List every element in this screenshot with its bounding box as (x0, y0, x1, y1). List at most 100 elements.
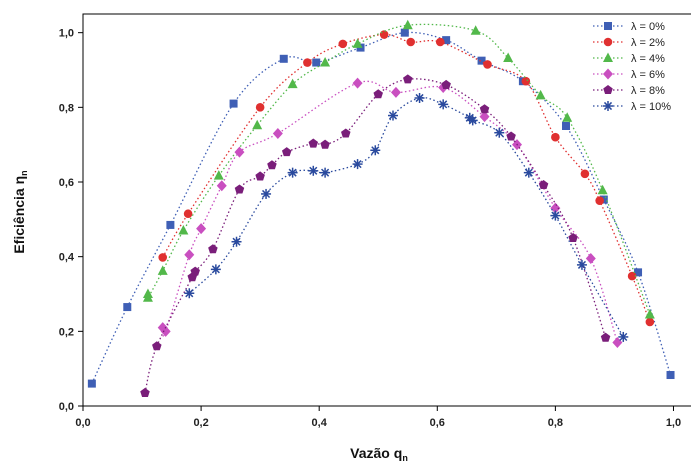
series-line (144, 78, 607, 394)
data-point (483, 60, 492, 69)
x-tick-label: 0,6 (430, 417, 445, 429)
data-point (216, 180, 227, 192)
data-point (352, 38, 363, 48)
data-point (279, 54, 288, 63)
data-point (267, 160, 277, 170)
x-axis: 0,0 0,2 0,4 0,6 0,8 1,0 (75, 406, 681, 429)
y-axis-title: Eficiência ηn (11, 170, 29, 253)
data-point (190, 266, 200, 276)
data-point (435, 37, 445, 47)
legend-item: λ = 8% (593, 85, 665, 97)
series-line (162, 80, 619, 343)
data-point (160, 325, 171, 337)
data-point (538, 179, 549, 190)
legend-marker (603, 52, 613, 62)
data-point (494, 127, 505, 138)
data-point (597, 184, 608, 195)
series-layer (87, 19, 675, 397)
data-point (255, 103, 265, 112)
data-point (303, 58, 312, 67)
data-point (562, 122, 571, 130)
series (158, 30, 655, 327)
data-point (403, 74, 413, 84)
data-point (208, 244, 218, 254)
data-point (400, 28, 409, 37)
data-point (210, 264, 221, 275)
data-point (634, 268, 643, 277)
data-point (441, 79, 451, 89)
data-point (600, 332, 611, 342)
legend-item: λ = 10% (593, 101, 671, 113)
data-point (467, 115, 478, 126)
legend-marker (604, 22, 612, 30)
plot-frame (82, 13, 691, 407)
data-point (229, 99, 238, 108)
data-point (402, 19, 413, 30)
data-point (287, 167, 298, 178)
data-point (390, 86, 401, 98)
y-tick-label: 0,4 (59, 252, 75, 264)
data-point (261, 188, 272, 199)
data-point (503, 52, 514, 63)
data-point (627, 271, 637, 281)
data-point (666, 371, 675, 380)
legend-item: λ = 4% (593, 52, 665, 65)
data-point (645, 317, 655, 327)
legend: λ = 0% λ = 2% λ = 4% λ = 6% λ = 8% λ = 10% (593, 21, 671, 113)
data-point (406, 37, 416, 47)
data-point (308, 138, 319, 148)
data-point (373, 89, 383, 99)
x-tick-label: 0,4 (312, 417, 328, 429)
y-tick-label: 0,2 (59, 326, 74, 338)
data-point (152, 341, 162, 351)
data-point (470, 25, 481, 35)
data-point (523, 167, 534, 178)
data-point (87, 379, 96, 388)
data-point (576, 259, 587, 270)
data-point (438, 99, 449, 110)
data-point (585, 253, 596, 265)
data-point (123, 303, 132, 312)
legend-label: λ = 4% (631, 53, 665, 65)
data-point (140, 387, 150, 397)
legend-label: λ = 10% (631, 101, 671, 113)
x-axis-title: Vazão qn (350, 445, 408, 463)
data-point (568, 233, 578, 243)
data-point (379, 30, 389, 39)
y-tick-label: 0,8 (59, 102, 74, 114)
series-line (91, 31, 672, 384)
data-point (178, 225, 189, 235)
data-point (479, 104, 490, 114)
data-point (184, 288, 195, 299)
data-point (320, 57, 331, 67)
data-point (183, 209, 193, 219)
data-point (618, 331, 629, 342)
data-point (213, 170, 224, 180)
data-point (479, 111, 490, 123)
data-point (234, 184, 245, 194)
data-point (644, 309, 655, 319)
data-point (370, 145, 381, 156)
data-point (234, 146, 245, 158)
series-line (188, 96, 624, 338)
data-point (308, 165, 319, 176)
data-point (255, 171, 265, 181)
legend-label: λ = 0% (631, 21, 665, 33)
data-point (535, 89, 546, 100)
x-tick-label: 0,2 (193, 417, 208, 429)
series (157, 77, 623, 349)
legend-marker (603, 85, 613, 95)
series (87, 28, 675, 388)
data-point (595, 196, 604, 205)
data-point (272, 127, 283, 139)
data-point (281, 147, 292, 157)
x-tick-label: 1,0 (666, 417, 681, 429)
y-tick-label: 0,6 (59, 177, 74, 189)
legend-item: λ = 0% (593, 21, 665, 33)
data-point (562, 112, 573, 122)
legend-marker (603, 37, 613, 47)
data-point (550, 210, 561, 221)
legend-label: λ = 8% (631, 85, 665, 97)
data-point (477, 56, 486, 65)
